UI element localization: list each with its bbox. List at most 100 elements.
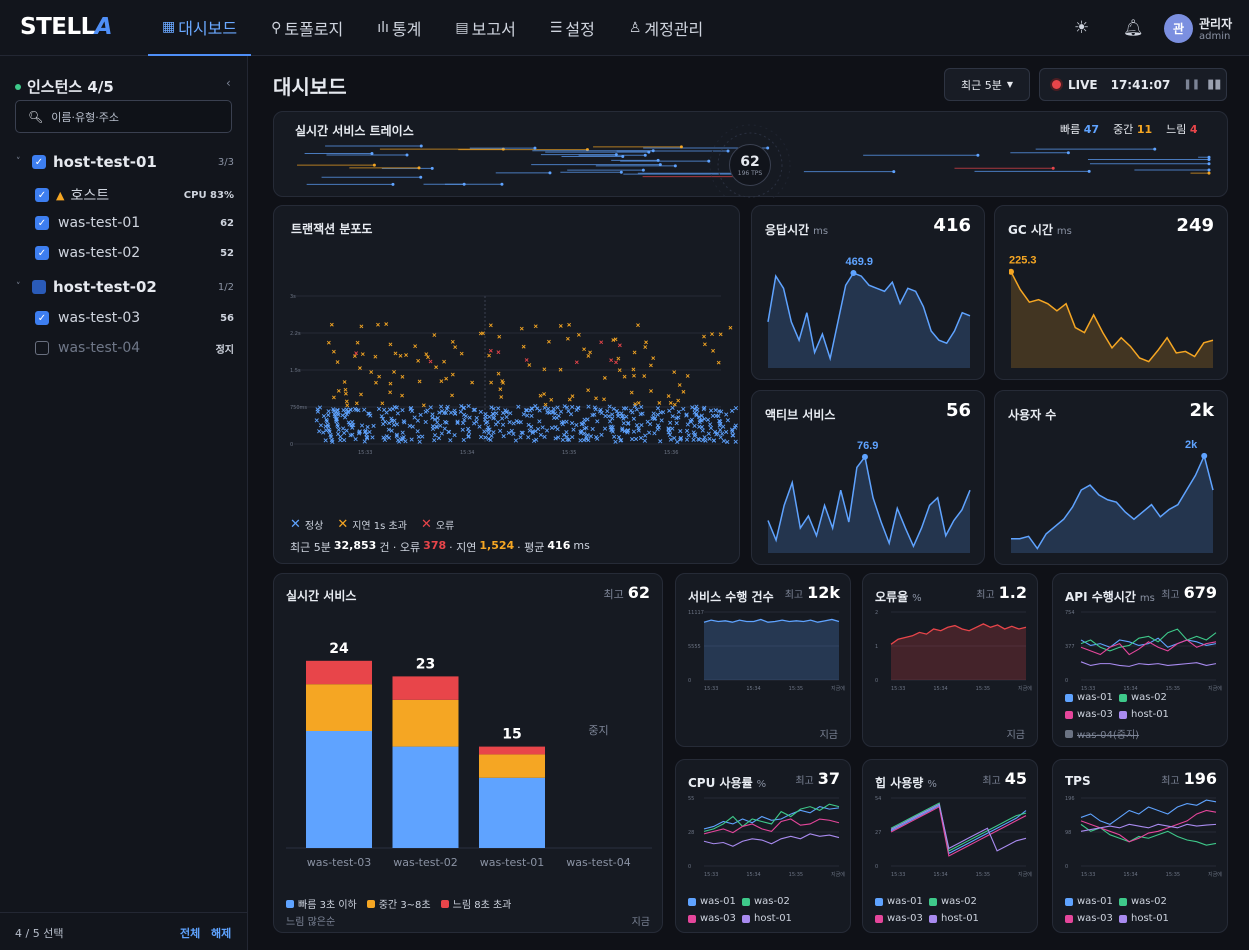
scatter-point [677,383,682,387]
chevron-down-icon[interactable]: ˅ [16,282,21,292]
scatter-point [710,413,716,418]
x-stroke [702,342,707,347]
theme-toggle-icon[interactable]: ☀ [1074,18,1090,38]
checkbox-was-test-03[interactable]: ✓ [35,311,49,325]
mini-chart[interactable]: 55 28 0 15:33 15:34 15:35 지금에 [676,794,852,898]
mini-chart-panel: TPS 최고 196 196 98 0 15:33 15:34 15:35 지금에 was-01… [1052,759,1228,933]
scatter-point [668,420,673,425]
x-stroke [582,431,587,436]
instance-item-was-test-04[interactable]: was-test-04 정지 [16,340,234,356]
peak-label: 2k [1185,439,1198,451]
legend-item: was-01 [688,896,736,907]
x-stroke [370,435,375,440]
x-stroke [413,344,418,349]
scatter-point [489,380,494,385]
legend-swatch [1065,693,1073,702]
tab-settings[interactable]: ☰ 설정 [549,20,595,39]
checkbox-host-test-01[interactable]: ✓ [32,155,46,169]
avatar[interactable]: 관 [1164,14,1193,43]
pause-icon[interactable]: ❚❚ [1183,79,1201,90]
logo[interactable]: STELL A [20,14,113,40]
group-host-test-02[interactable]: ˅ host-test-02 1/2 [16,278,234,296]
checkbox-host-test-02[interactable] [32,280,46,294]
x-stroke [668,437,673,442]
live-time: 17:41:07 [1110,77,1171,92]
instance-item-was-test-01[interactable]: ✓ was-test-01 62 [16,215,234,231]
sort-label[interactable]: 느림 많은순 [286,917,336,928]
search-input[interactable]: 🔍︎ 이름·유형·주소 [15,100,232,133]
mini-chart[interactable]: 11117 5555 0 15:33 15:34 15:35 지금에 [676,608,852,712]
layout-toggle-icon[interactable]: ▮▮ [1207,77,1222,92]
scatter-point [417,379,422,384]
legend-fast: 빠름 3초 이하 [286,896,357,911]
checkbox-host[interactable]: ✓ [35,188,49,202]
instance-item-was-test-02[interactable]: ✓ was-test-02 52 [16,245,234,261]
scatter-point [578,429,583,434]
checkbox-was-test-02[interactable]: ✓ [35,246,49,260]
x-stroke [616,413,621,419]
group-host-test-01[interactable]: ˅ ✓ host-test-01 3/3 [16,153,234,171]
scatter-point [430,412,435,417]
x-stroke [324,428,329,433]
kpi-sparkline[interactable]: 2k [1009,431,1215,553]
x-stroke [362,429,368,435]
x-stroke [718,427,723,432]
scatter-point [529,424,534,429]
mini-chart[interactable]: 754 377 0 15:33 15:34 15:35 지금에 [1053,608,1229,712]
scatter-point [430,415,435,420]
trace-dot [1207,155,1211,159]
legend-label: was-02 [941,896,977,907]
kpi-sparkline[interactable]: 469.9 [766,246,972,368]
y-tick-label: 0 [688,678,691,684]
x-stroke [645,419,650,424]
x-stroke [497,334,502,339]
x-stroke [438,423,443,428]
chevron-down-icon: ▼ [1006,80,1013,89]
x-stroke [345,403,350,408]
x-stroke [430,415,435,420]
scatter-point [381,435,386,440]
instance-item-host[interactable]: ✓ ▲ 호스트 CPU 83% [16,185,234,205]
collapse-icon[interactable]: ‹ [226,76,231,90]
x-stroke [681,406,686,412]
chevron-down-icon[interactable]: ˅ [16,157,21,167]
x-stroke [467,415,472,420]
legend-label: was-02 [1131,692,1167,703]
legend-normal-label: 정상 [304,521,324,532]
kpi-sparkline[interactable]: 225.3 [1009,246,1215,368]
y-tick-label: 377 [1065,644,1075,650]
deselect-button[interactable]: 해제 [211,927,232,940]
tab-statistics[interactable]: ılı 통계 [377,20,422,39]
mini-chart[interactable]: 2 1 0 15:33 15:34 15:35 지금에 [863,608,1039,712]
tab-dashboard[interactable]: ▦ 대시보드 [148,0,252,56]
time-range-select[interactable]: 최근 5분 ▼ [944,68,1030,101]
tab-accounts[interactable]: ♙ 계정관리 [628,20,704,39]
checkbox-was-test-01[interactable]: ✓ [35,216,49,230]
x-stroke [363,428,368,433]
kpi-sparkline[interactable]: 76.9 [766,431,972,553]
realtime-bar-chart[interactable]: 24 was-test-03 23 was-test-02 15 was-test-01 중… [274,614,664,874]
scatter-point [684,413,689,418]
x-stroke [435,416,440,421]
scatter-point [492,415,497,420]
x-stroke [633,436,639,442]
mini-chart[interactable]: 54 27 0 15:33 15:34 15:35 지금에 [863,794,1039,898]
scatter-chart[interactable]: 3s 2.2s 1.5s 750ms 0 15:33 15:34 15:35 15:36 [274,206,741,496]
mini-chart[interactable]: 196 98 0 15:33 15:34 15:35 지금에 [1053,794,1229,898]
scatter-point [708,408,714,413]
scatter-point [377,374,382,379]
bell-icon[interactable]: 🔔︎ [1123,18,1144,37]
x-stroke [444,420,449,425]
trace-dot [1153,147,1157,151]
x-stroke [562,404,567,409]
x-stroke [636,323,640,328]
x-stroke [501,410,506,416]
instance-value: 56 [220,312,234,324]
checkbox-was-test-04[interactable] [35,341,49,355]
mini-title: 힙 사용량% [875,774,937,791]
select-all-button[interactable]: 전체 [180,927,201,940]
legend-label: was-04(중지) [1077,730,1140,741]
tab-reports[interactable]: ▤ 보고서 [455,20,516,39]
tab-topology[interactable]: ⚲ 토폴로지 [271,20,344,39]
instance-item-was-test-03[interactable]: ✓ was-test-03 56 [16,310,234,326]
